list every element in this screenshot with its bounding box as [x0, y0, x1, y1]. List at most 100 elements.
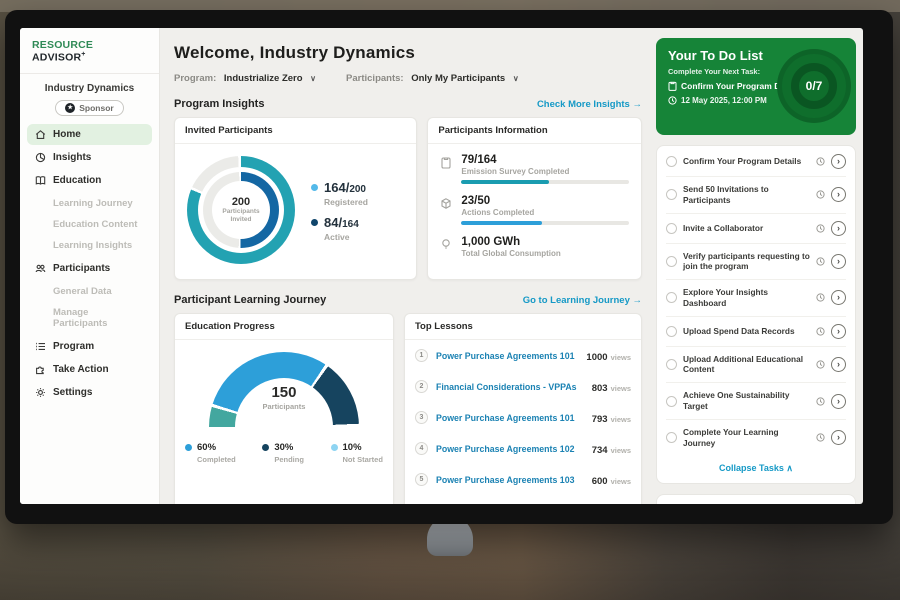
task-checkbox[interactable] [666, 156, 677, 167]
clock-icon [816, 433, 825, 442]
sidebar-item-participants[interactable]: Participants [27, 258, 152, 279]
sidebar-item-insights[interactable]: Insights [27, 147, 152, 168]
todo-header-card: Your To Do List Complete Your Next Task:… [656, 38, 856, 135]
stat-global-consumption: 1,000 GWh Total Global Consumption [440, 236, 629, 262]
recent-news-card: Recent News [656, 494, 856, 504]
sidebar-item-settings[interactable]: Settings [27, 382, 152, 403]
task-chevron-button[interactable]: › [831, 430, 846, 445]
gauge-center-value: 150 [209, 384, 359, 401]
clipboard-icon [668, 81, 677, 91]
check-more-insights-link[interactable]: Check More Insights → [537, 99, 642, 110]
lesson-row[interactable]: 4 Power Purchase Agreements 102 734views [405, 433, 641, 464]
legend-completed: 60%Completed [185, 442, 236, 464]
lesson-row[interactable]: 1 Power Purchase Agreements 101 1000view… [405, 340, 641, 371]
sidebar-item-education[interactable]: Education [27, 170, 152, 191]
task-row[interactable]: Verify participants requesting to join t… [666, 244, 846, 281]
emission-progress-bar [461, 180, 548, 184]
sidebar-item-learning-insights[interactable]: Learning Insights [27, 235, 152, 256]
sidebar-item-education-content[interactable]: Education Content [27, 214, 152, 235]
recent-news-title: Recent News [667, 503, 845, 504]
task-label: Achieve One Sustainability Target [683, 390, 810, 412]
sidebar-item-manage-participants[interactable]: Manage Participants [27, 302, 152, 334]
legend-active: 84/164 Active [311, 214, 368, 242]
task-row[interactable]: Achieve One Sustainability Target › [666, 383, 846, 420]
task-checkbox[interactable] [666, 432, 677, 443]
task-chevron-button[interactable]: › [831, 187, 846, 202]
task-chevron-button[interactable]: › [831, 357, 846, 372]
sidebar-item-general-data[interactable]: General Data [27, 281, 152, 302]
task-chevron-button[interactable]: › [831, 290, 846, 305]
task-label: Upload Spend Data Records [683, 326, 810, 337]
app-logo: RESOURCE ADVISOR+ [20, 28, 159, 74]
sidebar: RESOURCE ADVISOR+ Industry Dynamics ★ Sp… [20, 28, 160, 504]
participants-filter[interactable]: Participants: Only My Participants ∨ [346, 73, 519, 84]
sidebar-item-program[interactable]: Program [27, 336, 152, 357]
lesson-row[interactable]: 5 Power Purchase Agreements 103 600views [405, 464, 641, 495]
sidebar-item-home[interactable]: Home [27, 124, 152, 145]
lesson-views: 1000 [586, 352, 607, 363]
task-chevron-button[interactable]: › [831, 221, 846, 236]
lesson-row[interactable]: 2 Financial Considerations - VPPAs 803vi… [405, 371, 641, 402]
task-checkbox[interactable] [666, 292, 677, 303]
task-row[interactable]: Explore Your Insights Dashboard › [666, 280, 846, 317]
donut-center-label: Participants Invited [219, 208, 263, 225]
settings-icon [35, 387, 46, 398]
bulb-icon [440, 236, 453, 262]
lesson-link[interactable]: Power Purchase Agreements 102 [436, 444, 584, 454]
lesson-link[interactable]: Financial Considerations - VPPAs [436, 382, 584, 392]
task-checkbox[interactable] [666, 326, 677, 337]
task-row[interactable]: Confirm Your Program Details › [666, 147, 846, 177]
task-chevron-button[interactable]: › [831, 394, 846, 409]
collapse-tasks-link[interactable]: Collapse Tasks ∧ [666, 455, 846, 480]
sidebar-item-learning-journey[interactable]: Learning Journey [27, 193, 152, 214]
task-row[interactable]: Complete Your Learning Journey › [666, 420, 846, 456]
lesson-views: 734 [592, 445, 608, 456]
sidebar-item-take-action[interactable]: Take Action [27, 359, 152, 380]
legend-registered: 164/200 Registered [311, 179, 368, 207]
education-progress-title: Education Progress [175, 314, 393, 340]
task-checkbox[interactable] [666, 223, 677, 234]
education-icon [35, 175, 46, 186]
task-chevron-button[interactable]: › [831, 154, 846, 169]
sponsor-badge: ★ Sponsor [55, 100, 123, 116]
participants-information-card: Participants Information 79/164 Emission… [427, 117, 642, 280]
task-checkbox[interactable] [666, 256, 677, 267]
lesson-link[interactable]: Power Purchase Agreements 103 [436, 475, 584, 485]
gauge-center-label: Participants [209, 402, 359, 411]
task-chevron-button[interactable]: › [831, 254, 846, 269]
legend-not-started: 10%Not Started [331, 442, 383, 464]
task-row[interactable]: Upload Additional Educational Content › [666, 347, 846, 384]
actions-progress-bar [461, 221, 541, 225]
tasks-list: Confirm Your Program Details › Send 50 I… [666, 147, 846, 455]
home-icon [35, 129, 46, 140]
task-row[interactable]: Invite a Collaborator › [666, 214, 846, 244]
arrow-right-icon: → [633, 295, 643, 306]
task-chevron-button[interactable]: › [831, 324, 846, 339]
task-label: Confirm Your Program Details [683, 156, 810, 167]
lesson-rank: 2 [415, 380, 428, 393]
task-checkbox[interactable] [666, 359, 677, 370]
top-lessons-card: Top Lessons 1 Power Purchase Agreements … [404, 313, 642, 504]
education-progress-card: Education Progress 150 Participants [174, 313, 394, 504]
program-filter[interactable]: Program: Industrialize Zero ∨ [174, 73, 316, 84]
task-row[interactable]: Upload Spend Data Records › [666, 317, 846, 347]
clock-icon [816, 360, 825, 369]
monitor-bezel: RESOURCE ADVISOR+ Industry Dynamics ★ Sp… [5, 10, 893, 524]
clock-icon [668, 96, 677, 105]
task-row[interactable]: Send 50 Invitations to Participants › [666, 177, 846, 214]
clock-icon [816, 257, 825, 266]
program-icon [35, 341, 46, 352]
task-checkbox[interactable] [666, 189, 677, 200]
clipboard-icon [440, 154, 453, 184]
invited-donut-chart: 200 Participants Invited [187, 156, 295, 264]
lesson-link[interactable]: Power Purchase Agreements 101 [436, 351, 578, 361]
lesson-link[interactable]: Power Purchase Agreements 101 [436, 413, 584, 423]
clock-icon [816, 157, 825, 166]
go-to-learning-journey-link[interactable]: Go to Learning Journey → [523, 295, 642, 306]
stat-actions-completed: 23/50 Actions Completed [440, 195, 629, 225]
lesson-row[interactable]: 3 Power Purchase Agreements 101 793views [405, 402, 641, 433]
donut-legend: 164/200 Registered 84/164 Active [311, 172, 368, 249]
invited-participants-card: Invited Participants 200 Participants In… [174, 117, 417, 280]
task-checkbox[interactable] [666, 396, 677, 407]
lesson-rank: 5 [415, 473, 428, 486]
